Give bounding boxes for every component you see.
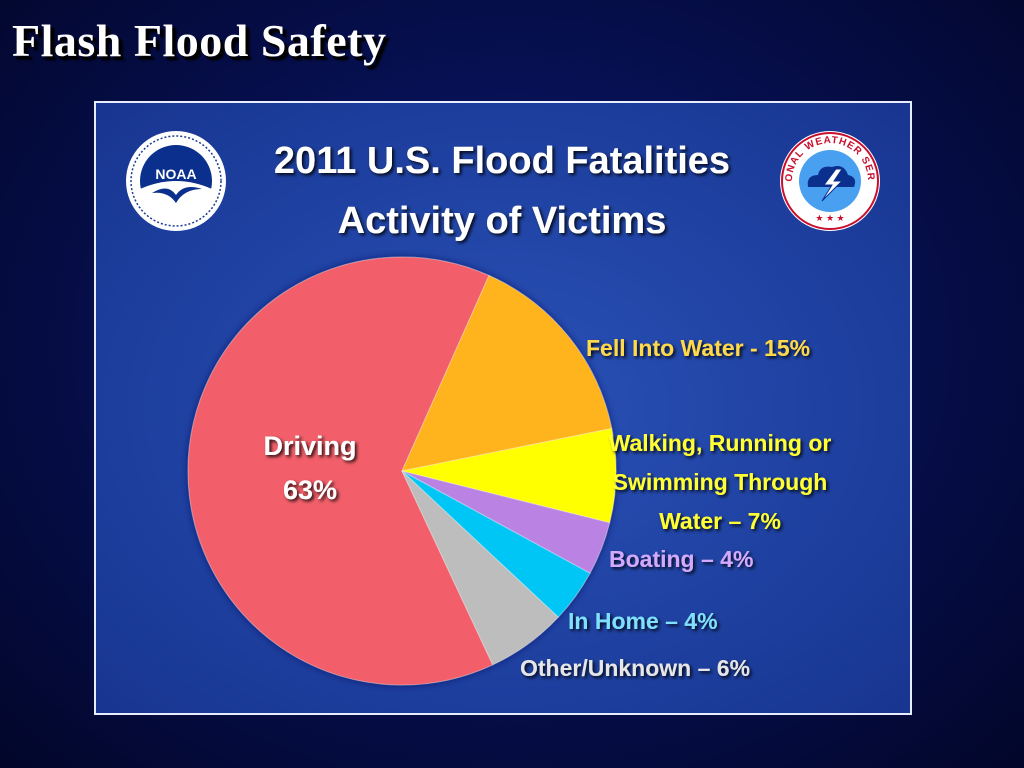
pie-slices — [187, 256, 617, 686]
pie-label-line: Boating – 4% — [609, 546, 753, 572]
pie-chart: 2011 U.S. Flood Fatalities Activity of V… — [187, 140, 831, 686]
pie-label-line: Fell Into Water - 15% — [586, 335, 810, 361]
pie-label-other-unknown-6: Other/Unknown – 6% — [520, 655, 750, 681]
pie-slice-driving — [187, 256, 494, 686]
pie-label-line: Swimming Through — [613, 469, 828, 495]
pie-labels: Driving 63% Fell Into Water - 15% Walking, … — [263, 335, 831, 681]
pie-label-line: In Home – 4% — [568, 608, 718, 634]
slide-title: Flash Flood Safety — [12, 15, 387, 66]
nws-logo-icon: NATIONAL WEATHER SERVICE ★ ★ ★ — [778, 129, 880, 231]
pie-label-line: Driving — [263, 431, 356, 461]
noaa-logo-text: NOAA — [155, 166, 196, 182]
nws-stars-icon: ★ ★ ★ — [815, 213, 844, 223]
pie-slice-other-unknown-6 — [401, 470, 559, 666]
chart-panel: NOAA NATIONAL WEATHER SERVICE ★ ★ ★ 2011… — [94, 101, 912, 715]
noaa-logo-icon: NOAA — [126, 131, 226, 231]
pie-label-in-home-4: In Home – 4% — [568, 608, 718, 634]
pie-label-line: Walking, Running or — [609, 430, 832, 456]
pie-label-line: 63% — [283, 475, 337, 505]
pie-label-walking-running-or: Walking, Running or Swimming Through Water… — [609, 430, 832, 534]
chart-title: 2011 U.S. Flood Fatalities — [274, 140, 730, 182]
pie-label-fell-into-water-15: Fell Into Water - 15% — [586, 335, 810, 361]
pie-slice-fell-into-water-15 — [401, 274, 613, 472]
pie-label-boating-4: Boating – 4% — [609, 546, 753, 572]
chart-subtitle: Activity of Victims — [338, 200, 667, 242]
pie-label-line: Other/Unknown – 6% — [520, 655, 750, 681]
pie-label-line: Water – 7% — [659, 508, 781, 534]
pie-label-driving: Driving 63% — [263, 431, 356, 505]
